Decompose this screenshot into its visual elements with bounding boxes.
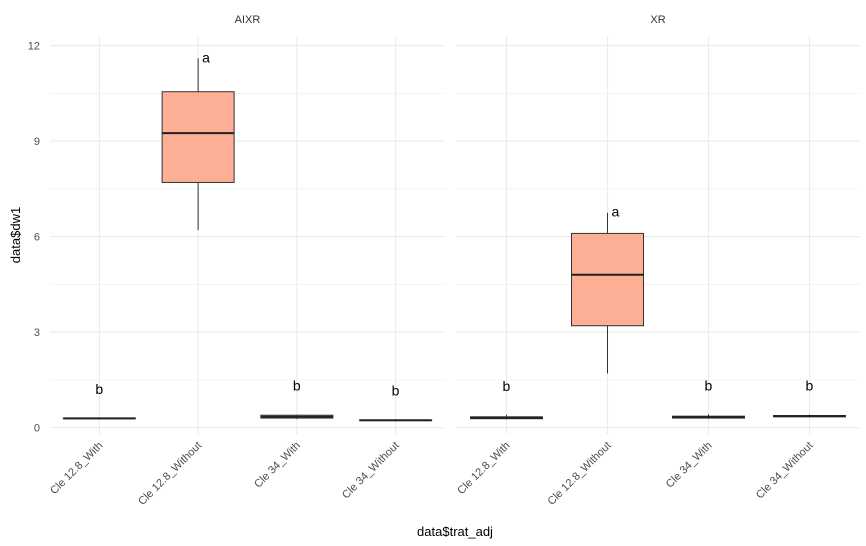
box-cle-34-without: b <box>773 378 846 418</box>
x-tick-label: Cle 12.8_With <box>455 440 512 497</box>
box-cle-34-without: b <box>359 382 433 422</box>
box-iqr <box>571 232 644 327</box>
box-cle-34-with: b <box>260 378 334 420</box>
y-tick-label: 6 <box>34 232 40 244</box>
y-axis-title: data$dw1 <box>8 207 23 263</box>
x-tick-label: Cle 12.8_With <box>48 440 105 497</box>
significance-label: b <box>95 381 103 397</box>
x-tick-label: Cle 12.8_Without <box>136 440 204 508</box>
y-tick-label: 12 <box>28 41 40 53</box>
box-cle-34-with: b <box>672 377 745 419</box>
significance-label: b <box>392 382 400 398</box>
x-axis-title: data$trat_adj <box>417 524 493 539</box>
x-tick-label: Cle 34_Without <box>340 440 402 502</box>
significance-label: b <box>503 378 511 394</box>
x-tick-label: Cle 34_With <box>664 440 715 491</box>
box-cle-12-8-with: b <box>470 378 543 420</box>
y-tick-label: 0 <box>34 423 40 435</box>
x-tick-label: Cle 34_Without <box>754 440 816 502</box>
significance-label: b <box>806 378 814 394</box>
significance-label: b <box>293 378 301 394</box>
box-cle-12-8-without: a <box>161 49 235 231</box>
box-cle-12-8-with: b <box>62 381 136 420</box>
panel-title: XR <box>650 14 665 26</box>
x-tick-label: Cle 34_With <box>252 440 303 491</box>
box-iqr <box>161 91 235 183</box>
significance-label: a <box>202 49 210 65</box>
panel-xr: XR b Cle 12.8_With a Cle 12.8_Without b Cle 34… <box>455 14 860 508</box>
panel-title: AIXR <box>235 14 261 26</box>
x-tick-label: Cle 12.8_Without <box>545 440 613 508</box>
panel-aixr: AIXR 0 3 6 9 12 b Cle 12.8_With a Cle 12.8_Withou… <box>28 14 445 508</box>
significance-label: b <box>705 377 713 393</box>
box-cle-12-8-without: a <box>571 204 644 374</box>
y-tick-label: 9 <box>34 136 40 148</box>
significance-label: a <box>612 204 620 220</box>
y-tick-label: 3 <box>34 327 40 339</box>
